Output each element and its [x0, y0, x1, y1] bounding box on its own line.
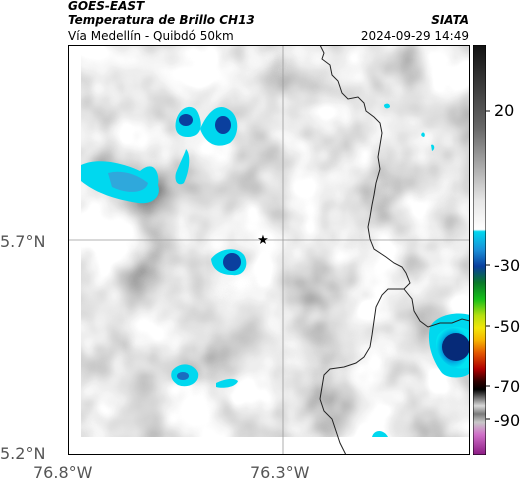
- satellite-title: GOES-EAST: [68, 0, 145, 13]
- temperature-colorbar: [473, 45, 486, 455]
- colorbar-tick-20: 20: [494, 101, 515, 120]
- timestamp-label: 2024-09-29 14:49: [360, 29, 469, 43]
- cold-cloud-patches: [81, 103, 470, 437]
- colorbar-tick-minus30: -30: [494, 256, 521, 275]
- satellite-map: ★: [68, 45, 470, 455]
- colorbar-tick-minus50: -50: [494, 317, 521, 336]
- lon-label-76-3: 76.3°W: [250, 463, 310, 482]
- colorbar-tick-minus90: -90: [494, 411, 521, 430]
- lat-label-5-7: 5.7°N: [0, 232, 46, 251]
- lat-label-5-2: 5.2°N: [0, 444, 46, 463]
- location-star-icon: ★: [257, 233, 269, 248]
- graticule: [68, 45, 470, 455]
- colorbar-tickmarks: [486, 110, 490, 420]
- brand-label: SIATA: [431, 13, 469, 27]
- route-label: Vía Medellín - Quibdó 50km: [68, 29, 234, 43]
- department-border: [319, 45, 411, 455]
- product-title: Temperatura de Brillo CH13: [68, 13, 255, 27]
- colorbar-tick-minus70: -70: [494, 377, 521, 396]
- lon-label-76-8: 76.8°W: [33, 463, 93, 482]
